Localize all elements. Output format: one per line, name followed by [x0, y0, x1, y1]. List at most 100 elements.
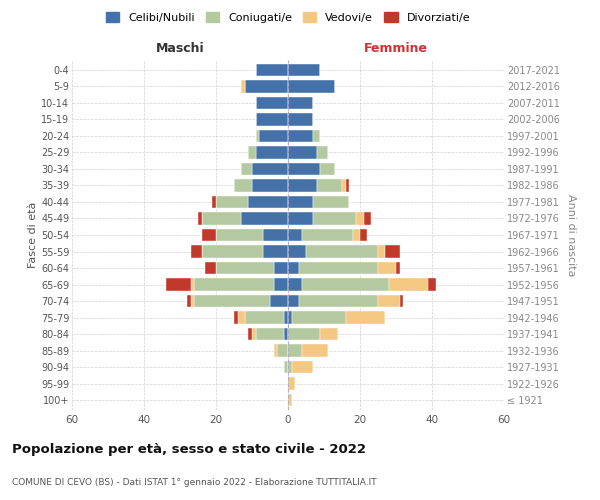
Bar	[396, 262, 400, 274]
Bar	[288, 212, 313, 224]
Bar	[288, 262, 299, 274]
Bar	[234, 180, 252, 192]
Bar	[346, 312, 385, 324]
Bar	[263, 229, 288, 241]
Bar	[288, 229, 302, 241]
Bar	[198, 212, 202, 224]
Bar	[248, 328, 252, 340]
Bar	[245, 80, 288, 92]
Bar	[191, 278, 194, 290]
Bar	[259, 130, 288, 142]
Bar	[385, 246, 400, 258]
Bar	[288, 328, 320, 340]
Bar	[342, 180, 346, 192]
Bar	[248, 146, 256, 158]
Bar	[288, 146, 317, 158]
Bar	[288, 394, 292, 406]
Bar	[284, 361, 288, 374]
Bar	[277, 344, 288, 357]
Bar	[194, 295, 270, 307]
Bar	[263, 246, 288, 258]
Bar	[256, 146, 288, 158]
Bar	[270, 295, 288, 307]
Bar	[360, 229, 367, 241]
Bar	[288, 378, 295, 390]
Bar	[288, 295, 299, 307]
Bar	[378, 246, 385, 258]
Bar	[252, 163, 288, 175]
Bar	[202, 229, 216, 241]
Bar	[256, 96, 288, 109]
Bar	[288, 113, 313, 126]
Bar	[166, 278, 191, 290]
Bar	[288, 180, 317, 192]
Bar	[288, 312, 292, 324]
Bar	[317, 180, 342, 192]
Bar	[288, 344, 302, 357]
Bar	[313, 130, 320, 142]
Bar	[241, 212, 288, 224]
Bar	[428, 278, 436, 290]
Bar	[274, 278, 288, 290]
Bar	[284, 328, 288, 340]
Y-axis label: Fasce di età: Fasce di età	[28, 202, 38, 268]
Bar	[288, 163, 320, 175]
Bar	[252, 328, 256, 340]
Bar	[216, 196, 248, 208]
Bar	[378, 295, 400, 307]
Bar	[288, 361, 292, 374]
Bar	[234, 312, 238, 324]
Bar	[288, 246, 306, 258]
Bar	[252, 180, 288, 192]
Text: COMUNE DI CEVO (BS) - Dati ISTAT 1° gennaio 2022 - Elaborazione TUTTITALIA.IT: COMUNE DI CEVO (BS) - Dati ISTAT 1° genn…	[12, 478, 377, 487]
Y-axis label: Anni di nascita: Anni di nascita	[566, 194, 577, 276]
Bar	[187, 295, 191, 307]
Bar	[202, 212, 241, 224]
Bar	[302, 278, 389, 290]
Bar	[288, 130, 313, 142]
Bar	[356, 212, 364, 224]
Text: Popolazione per età, sesso e stato civile - 2022: Popolazione per età, sesso e stato civil…	[12, 442, 366, 456]
Bar	[288, 278, 302, 290]
Bar	[216, 229, 263, 241]
Bar	[313, 196, 349, 208]
Bar	[194, 278, 274, 290]
Bar	[241, 163, 252, 175]
Bar	[256, 328, 284, 340]
Bar	[389, 278, 428, 290]
Bar	[302, 344, 328, 357]
Bar	[241, 80, 245, 92]
Bar	[364, 212, 371, 224]
Bar	[299, 295, 378, 307]
Bar	[288, 64, 320, 76]
Text: Maschi: Maschi	[155, 42, 205, 55]
Text: Femmine: Femmine	[364, 42, 428, 55]
Bar	[212, 196, 216, 208]
Bar	[191, 246, 202, 258]
Bar	[245, 312, 284, 324]
Bar	[288, 96, 313, 109]
Bar	[256, 113, 288, 126]
Legend: Celibi/Nubili, Coniugati/e, Vedovi/e, Divorziati/e: Celibi/Nubili, Coniugati/e, Vedovi/e, Di…	[101, 8, 475, 28]
Bar	[313, 212, 356, 224]
Bar	[353, 229, 360, 241]
Bar	[299, 262, 378, 274]
Bar	[284, 312, 288, 324]
Bar	[306, 246, 378, 258]
Bar	[216, 262, 274, 274]
Bar	[346, 180, 349, 192]
Bar	[256, 64, 288, 76]
Bar	[288, 80, 335, 92]
Bar	[292, 312, 346, 324]
Bar	[292, 361, 313, 374]
Bar	[256, 130, 259, 142]
Bar	[317, 146, 328, 158]
Bar	[302, 229, 353, 241]
Bar	[238, 312, 245, 324]
Bar	[202, 246, 263, 258]
Bar	[378, 262, 396, 274]
Bar	[320, 328, 338, 340]
Bar	[274, 262, 288, 274]
Bar	[320, 163, 335, 175]
Bar	[205, 262, 216, 274]
